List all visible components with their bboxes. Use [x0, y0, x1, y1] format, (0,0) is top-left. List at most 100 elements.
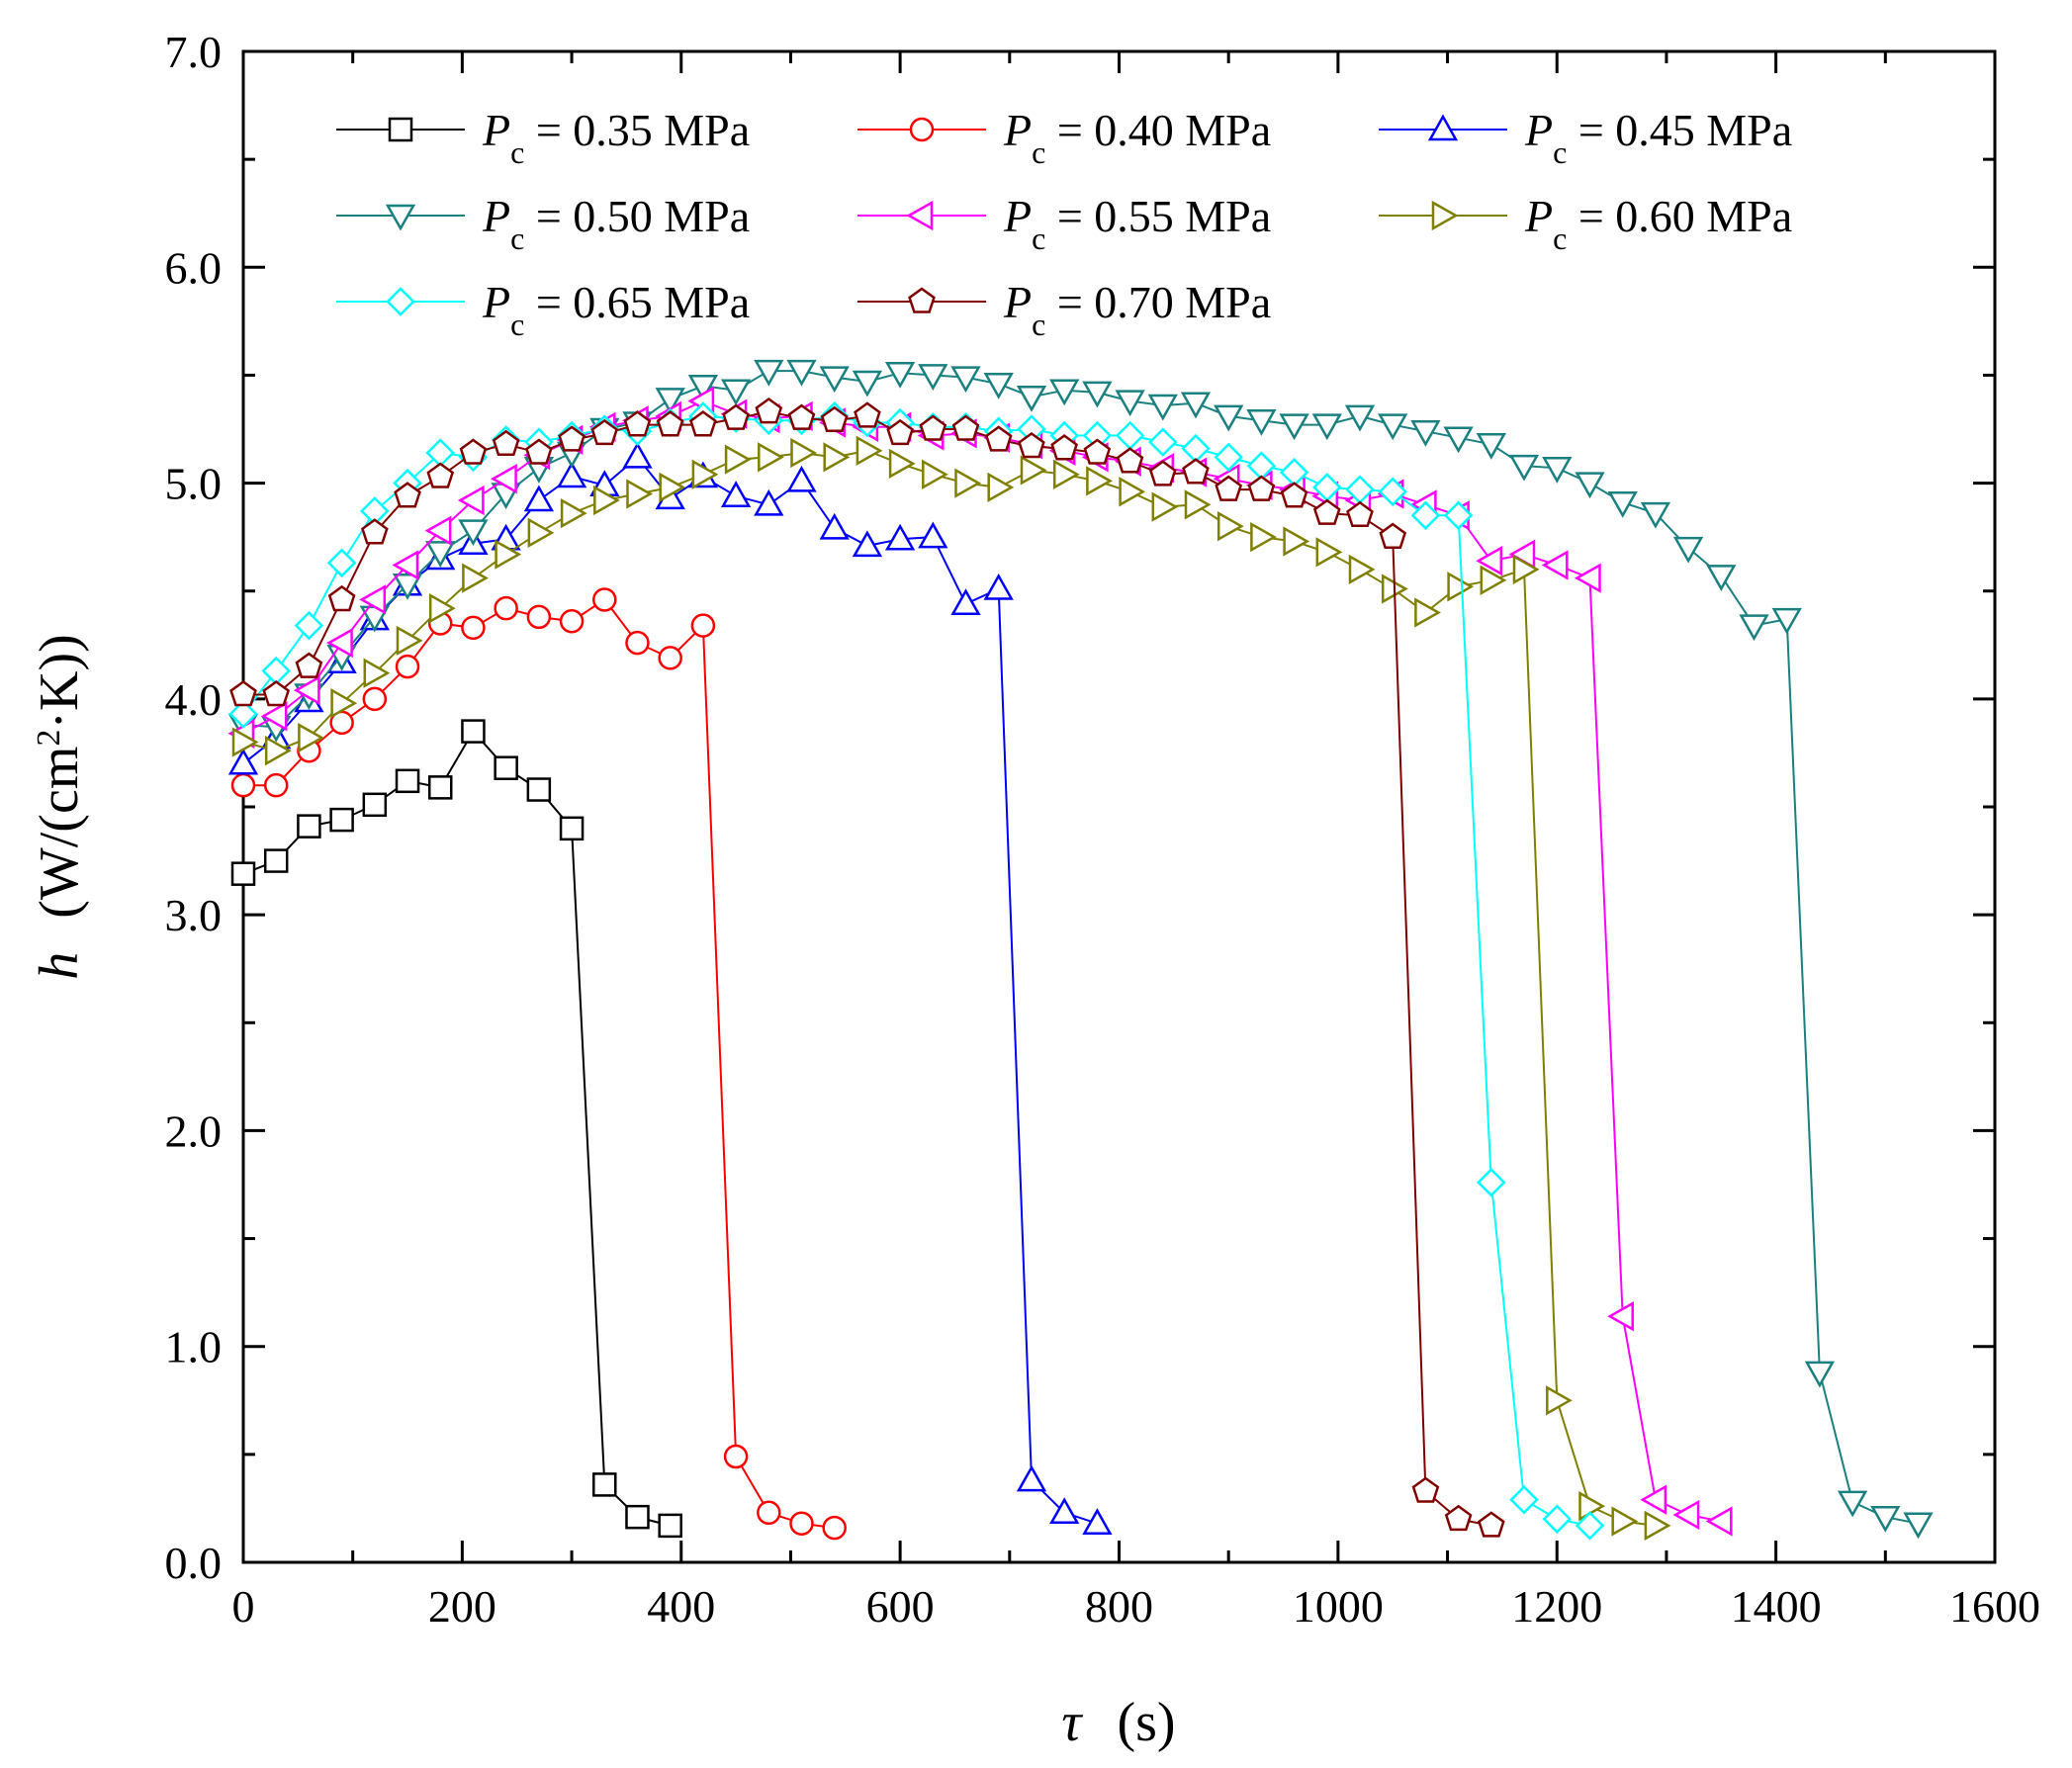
data-point — [687, 375, 719, 401]
data-point — [495, 539, 522, 570]
data-point — [427, 775, 453, 800]
x-tick-label: 600 — [866, 1581, 935, 1632]
data-point — [1410, 500, 1441, 531]
data-point — [560, 497, 587, 529]
data-point — [1344, 404, 1376, 432]
legend-value: = 0.60 MPa — [1567, 191, 1792, 241]
x-tick-label: 1400 — [1731, 1581, 1822, 1632]
x-tick-label: 1000 — [1293, 1581, 1384, 1632]
legend-marker — [1431, 200, 1459, 231]
data-point — [593, 485, 620, 516]
data-point — [1478, 1511, 1505, 1538]
data-point — [494, 595, 518, 621]
legend-value: = 0.65 MPa — [524, 277, 750, 327]
legend-item: Pc = 0.35 MPa — [336, 105, 750, 170]
data-point — [1804, 1361, 1836, 1388]
data-point — [1771, 607, 1802, 635]
data-point — [983, 573, 1014, 600]
data-point — [1119, 477, 1146, 507]
y-axis-symbol: h — [29, 952, 90, 980]
legend-marker — [908, 287, 936, 313]
data-point — [987, 472, 1015, 503]
data-point — [1018, 431, 1045, 459]
data-point — [1476, 433, 1506, 460]
data-point — [523, 485, 555, 512]
data-point — [1640, 501, 1671, 529]
data-point — [1739, 614, 1769, 642]
legend-item: Pc = 0.50 MPa — [336, 191, 750, 256]
data-point — [1542, 1504, 1573, 1535]
legend-label: Pc = 0.45 MPa — [1524, 105, 1792, 170]
data-point — [458, 519, 489, 547]
data-point — [1215, 475, 1243, 501]
x-tick-label: 200 — [428, 1581, 496, 1632]
data-point — [922, 459, 948, 489]
legend-marker — [388, 117, 413, 142]
data-point — [592, 1472, 617, 1497]
series-line — [242, 449, 1657, 1527]
data-point — [228, 699, 258, 729]
data-point — [1575, 1511, 1605, 1541]
data-point — [1148, 427, 1178, 457]
x-tick-label: 1600 — [1949, 1581, 2040, 1632]
data-point — [462, 563, 489, 593]
data-point — [918, 364, 948, 391]
data-point — [1542, 457, 1573, 484]
data-point — [558, 425, 586, 452]
data-point — [754, 488, 784, 516]
legend-label: Pc = 0.35 MPa — [482, 105, 750, 170]
data-point — [1512, 554, 1540, 585]
data-point — [720, 481, 752, 507]
data-point — [525, 438, 553, 465]
data-point — [1575, 472, 1605, 499]
data-point — [1508, 454, 1540, 482]
data-point — [622, 441, 653, 469]
data-point — [1148, 460, 1177, 486]
data-point — [1546, 1385, 1573, 1416]
data-point — [820, 405, 849, 433]
data-point — [1182, 458, 1210, 485]
legend-symbol: P — [1003, 277, 1032, 327]
data-point — [1443, 426, 1474, 454]
series-7 — [228, 401, 1605, 1541]
data-point — [229, 679, 257, 707]
data-point — [658, 1513, 682, 1539]
y-tick-label: 6.0 — [165, 242, 223, 293]
series-line — [243, 410, 1491, 1527]
data-point — [294, 610, 324, 641]
data-point — [1672, 536, 1704, 564]
series-layer — [227, 359, 1934, 1542]
series-5 — [227, 386, 1733, 1537]
data-point — [492, 429, 520, 457]
data-point — [1509, 1484, 1539, 1515]
data-point — [1476, 546, 1503, 576]
data-point — [656, 410, 684, 437]
data-point — [461, 719, 486, 744]
data-point — [298, 722, 324, 753]
legend-value: = 0.40 MPa — [1045, 105, 1271, 155]
data-point — [919, 414, 947, 441]
data-point — [295, 652, 323, 678]
data-point — [1247, 475, 1276, 501]
data-point — [527, 517, 555, 548]
data-point — [1444, 1504, 1473, 1532]
data-point — [362, 792, 388, 818]
data-point — [888, 448, 916, 480]
data-point — [720, 379, 752, 406]
data-point — [327, 584, 356, 612]
series-4 — [227, 359, 1934, 1540]
legend-item: Pc = 0.45 MPa — [1379, 105, 1792, 170]
axis-ticks: 0 200 400 600 800 1000 1200 1400 1600 0.0 1.0 2.0 3.… — [165, 27, 2041, 1632]
data-point — [297, 814, 321, 839]
data-point — [426, 462, 455, 488]
data-point — [786, 465, 817, 492]
data-point — [457, 485, 485, 516]
data-point — [884, 523, 916, 551]
data-point — [1052, 459, 1080, 489]
data-point — [918, 521, 948, 549]
y-axis-unit-end: ·K)) — [29, 634, 90, 729]
legend-label: Pc = 0.70 MPa — [1003, 277, 1271, 342]
legend-value: = 0.50 MPa — [524, 191, 750, 241]
data-point — [1640, 1484, 1667, 1515]
data-point — [590, 418, 619, 446]
